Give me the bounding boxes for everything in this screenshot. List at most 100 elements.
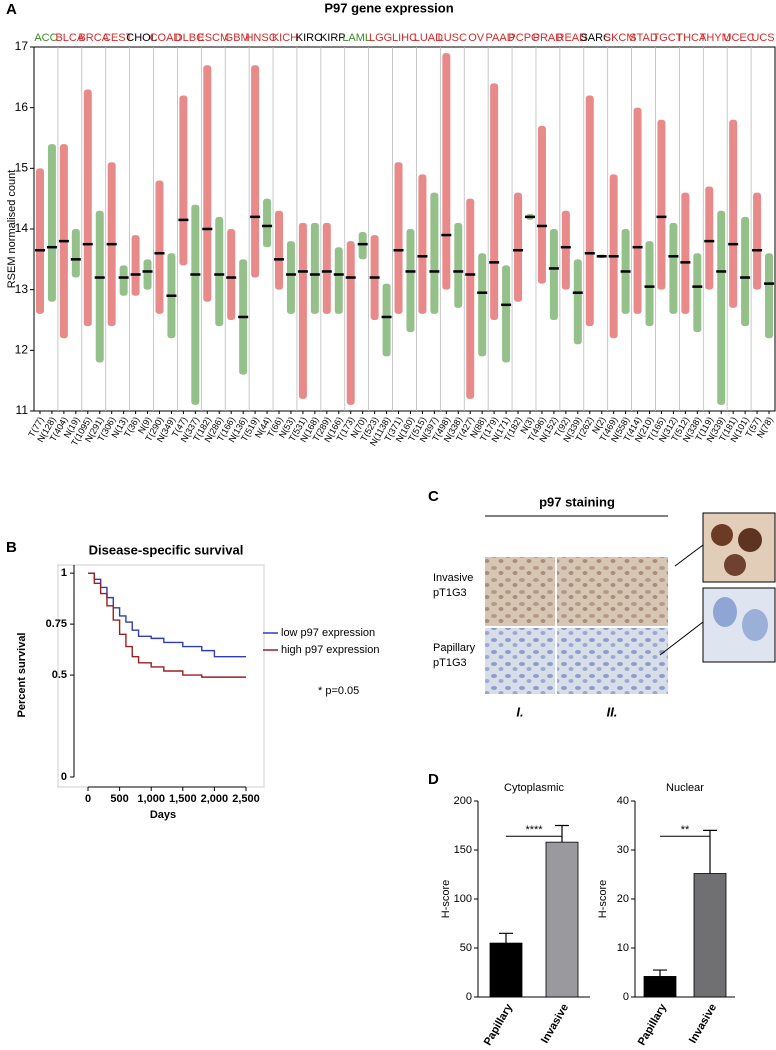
expression-spread	[681, 192, 690, 314]
y-axis-label: Percent survival	[16, 633, 28, 718]
x-tick-label: Invasive	[687, 1002, 719, 1046]
y-tick-label: 30	[617, 844, 629, 856]
survival-curve	[88, 572, 246, 678]
expression-spread	[537, 125, 546, 284]
group-label: LUAD	[414, 32, 443, 44]
group-label: ESCM	[197, 32, 229, 44]
row-label: Papillary pT1G3	[433, 642, 476, 669]
expression-spread	[47, 144, 56, 302]
connector	[674, 544, 704, 567]
group-label: LGG	[369, 32, 392, 44]
x-tick-label: 2,500	[232, 793, 260, 805]
expression-spread	[573, 259, 582, 345]
group-label: READ	[557, 32, 588, 44]
expression-spread	[418, 174, 427, 314]
group-label: ACC	[34, 32, 57, 44]
group-label: CHOL	[126, 32, 157, 44]
micrograph	[485, 628, 555, 694]
expression-spread	[717, 210, 726, 405]
group-label: LUSC	[438, 32, 467, 44]
expression-spread	[442, 53, 451, 290]
expression-spread	[765, 253, 774, 339]
group-label: UCS	[751, 32, 774, 44]
group-label: TGCT	[652, 32, 682, 44]
expression-spread	[251, 65, 260, 278]
group-label: HNSC	[245, 32, 276, 44]
x-tick-label: 1,500	[169, 793, 197, 805]
panel-letter: B	[6, 539, 17, 556]
group-label: STAD	[629, 32, 658, 44]
expression-spread	[549, 229, 558, 320]
connector	[659, 621, 704, 656]
x-tick-label: Invasive	[539, 1002, 571, 1046]
chart-title: Cytoplasmic	[504, 782, 564, 794]
staining-title: p97 staining	[539, 494, 615, 509]
expression-spread	[131, 235, 140, 296]
expression-spread	[275, 210, 284, 290]
expression-spread	[741, 216, 750, 327]
panel-letter: D	[428, 771, 439, 788]
expression-spread	[454, 222, 463, 308]
expression-spread	[35, 168, 44, 314]
y-tick-label: 12	[15, 343, 29, 357]
expression-spread	[358, 232, 367, 260]
expression-spread	[466, 198, 475, 399]
bar	[693, 873, 727, 998]
expression-spread	[478, 253, 487, 357]
expression-spread	[191, 204, 200, 405]
expression-spread	[203, 65, 212, 302]
expression-spread	[322, 222, 331, 314]
expression-spread	[227, 229, 236, 320]
group-label: PRAD	[533, 32, 564, 44]
group-label: THYM	[700, 32, 731, 44]
expression-spread	[406, 229, 415, 333]
y-tick-label: 14	[15, 221, 29, 235]
expression-spread	[143, 259, 152, 290]
group-label: UCEC	[724, 32, 755, 44]
expression-spread	[729, 119, 738, 308]
expression-spread	[514, 192, 523, 302]
panel-c: p97 staining Invasive pT1G3 Papillary pT1G…	[433, 494, 776, 719]
panel-letter: C	[428, 488, 439, 505]
group-label: SKCM	[604, 32, 636, 44]
x-tick-label: 500	[110, 793, 128, 805]
x-tick-label: Papillary	[636, 1001, 670, 1047]
y-tick-label: 40	[617, 795, 629, 807]
expression-spread	[155, 180, 164, 314]
legend-label: high p97 expression	[281, 644, 379, 656]
column-label: II.	[607, 704, 618, 719]
group-label: BRCA	[78, 32, 109, 44]
expression-spread	[382, 283, 391, 357]
expression-spread	[753, 192, 762, 290]
expression-spread	[346, 241, 355, 405]
y-axis-label: H-score	[597, 880, 609, 919]
survival-curve	[88, 572, 246, 658]
nucleus	[711, 524, 733, 546]
error-bar	[703, 829, 717, 874]
y-tick-label: 10	[617, 942, 629, 954]
x-tick-label: 0	[85, 793, 91, 805]
group-label: COAD	[150, 32, 182, 44]
y-axis-label: H-score	[440, 880, 452, 919]
group-label: PCPG	[508, 32, 539, 44]
expression-spread	[334, 247, 343, 314]
expression-spread	[502, 265, 511, 363]
chart-title: Disease-specific survival	[89, 542, 244, 557]
expression-spread	[394, 162, 403, 314]
group-label: PAAD	[486, 32, 515, 44]
expression-spread	[83, 89, 92, 327]
annotation: ****	[525, 824, 543, 836]
legend-label: low p97 expression	[281, 627, 375, 639]
group-label: LAML	[342, 32, 371, 44]
expression-spread	[119, 265, 128, 296]
error-bar	[499, 932, 513, 944]
y-tick-label: 11	[16, 403, 29, 417]
group-label: KIRC	[296, 32, 322, 44]
annotation: * p=0.05	[318, 685, 359, 697]
expression-spread	[693, 253, 702, 333]
y-tick-label: 150	[454, 844, 472, 856]
expression-spread	[95, 210, 104, 363]
expression-spread	[585, 95, 594, 327]
y-tick-label: 100	[454, 893, 472, 905]
expression-spread	[286, 241, 295, 314]
